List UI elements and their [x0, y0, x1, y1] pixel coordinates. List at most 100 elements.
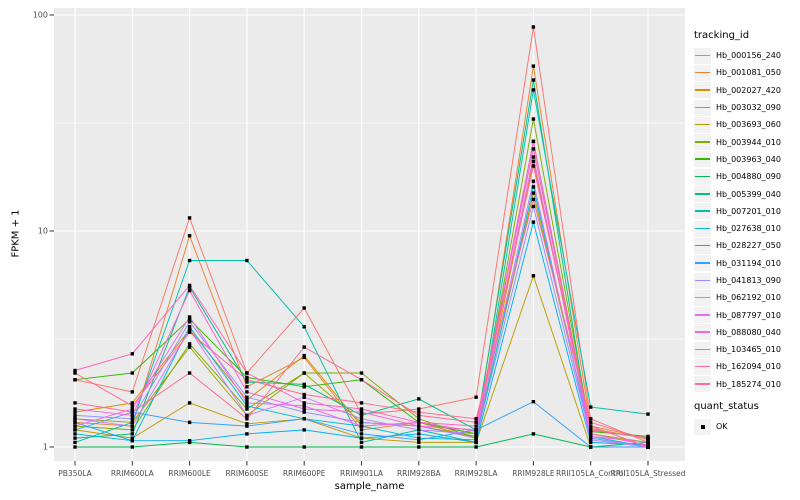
x-tick-label: RRII105LA_Control	[556, 469, 626, 478]
data-point	[474, 424, 478, 428]
legend-item: Hb_004880_090	[694, 168, 781, 185]
legend-item-label: Hb_103465_010	[716, 345, 781, 355]
legend-item-label: Hb_001081_050	[716, 68, 781, 78]
data-point	[359, 401, 364, 405]
x-tick-label: RRIM928LE	[512, 469, 555, 478]
data-point	[187, 258, 192, 263]
data-point	[531, 155, 536, 159]
data-point	[73, 401, 77, 405]
legend-key-swatch	[694, 358, 711, 375]
data-point	[359, 424, 364, 428]
legend-key-swatch	[694, 272, 711, 289]
data-point	[130, 424, 134, 428]
data-point	[417, 413, 421, 418]
data-point	[531, 432, 536, 436]
data-point	[646, 438, 650, 442]
data-point	[531, 197, 536, 202]
data-point	[245, 404, 249, 408]
legend-item: Hb_001081_050	[694, 64, 781, 81]
legend-item: Hb_005399_040	[694, 185, 781, 203]
legend-item: Hb_027638_010	[694, 220, 781, 237]
data-point	[474, 445, 478, 449]
legend-item-label: Hb_031194_010	[716, 258, 781, 268]
data-point	[245, 398, 249, 402]
quant-status-label: OK	[716, 422, 728, 432]
data-point	[589, 445, 593, 449]
data-point	[187, 216, 192, 220]
data-point	[130, 410, 134, 414]
data-point	[646, 440, 650, 445]
legend-key-swatch	[694, 47, 711, 64]
data-point	[359, 432, 364, 436]
legend-item-label: Hb_087797_010	[716, 310, 781, 320]
data-point	[646, 445, 650, 449]
data-point	[130, 407, 134, 411]
data-point	[359, 440, 364, 445]
legend-key-line	[695, 331, 710, 333]
quant-status-items: OK	[694, 418, 781, 435]
x-tick-label: RRIM600LA	[111, 469, 155, 478]
legend-key-line	[695, 210, 710, 212]
data-point	[187, 315, 192, 319]
data-point	[245, 417, 249, 421]
data-point	[73, 440, 77, 445]
legend-key-swatch	[694, 82, 711, 99]
legend-items: Hb_000156_240 Hb_001081_050 Hb_002027_420 H…	[694, 47, 781, 393]
data-point	[359, 407, 364, 411]
legend-key-line	[695, 365, 710, 368]
legend-key-swatch	[694, 220, 711, 237]
data-point	[245, 378, 249, 382]
legend-item-label: Hb_162094_010	[716, 362, 781, 372]
legend-key-line	[695, 348, 710, 351]
legend-key-line	[695, 193, 710, 195]
data-point	[302, 385, 306, 389]
data-point	[302, 404, 306, 408]
x-axis-title: sample_name	[334, 481, 405, 492]
data-point	[359, 378, 364, 382]
legend-item-label: Hb_028227_050	[716, 241, 781, 251]
legend-item-label: Hb_003944_010	[716, 137, 781, 147]
x-tick-label: RRIM901LA	[340, 469, 384, 478]
data-point	[302, 353, 306, 358]
data-point	[302, 407, 306, 411]
data-point	[130, 420, 134, 425]
legend-item: Hb_007201_010	[694, 203, 781, 220]
legend-item: Hb_103465_010	[694, 341, 781, 358]
legend-key-swatch	[694, 255, 711, 272]
data-point	[302, 355, 306, 360]
data-point	[359, 428, 364, 432]
legend-key-swatch	[694, 307, 711, 324]
legend-key-line	[695, 54, 710, 57]
legend-item: Hb_041813_090	[694, 272, 781, 289]
data-point	[73, 378, 77, 382]
data-point	[73, 368, 77, 373]
x-tick-label: RRII105LA_Stressed	[611, 469, 686, 478]
y-tick-label: 10	[38, 227, 48, 236]
data-point	[130, 371, 134, 375]
data-point	[245, 371, 249, 375]
data-point	[302, 417, 306, 421]
data-point	[245, 258, 249, 263]
legend-item-label: Hb_004880_090	[716, 172, 781, 182]
data-point	[417, 417, 421, 421]
legend-title-tracking-id: tracking_id	[694, 30, 750, 41]
data-point	[359, 436, 364, 440]
data-point	[130, 404, 134, 408]
data-point	[73, 445, 77, 449]
legend-key-swatch	[694, 237, 711, 254]
data-point	[417, 438, 421, 442]
data-point	[130, 432, 134, 436]
legend-item: Hb_003963_040	[694, 151, 781, 168]
data-point	[302, 428, 306, 432]
x-tick-label: RRIM600PE	[283, 469, 326, 478]
data-point	[417, 436, 421, 440]
data-point	[245, 413, 249, 418]
legend-panel: tracking_id Hb_000156_240 Hb_001081_050 Hb…	[694, 30, 781, 435]
legend-item: Hb_062192_010	[694, 289, 781, 306]
data-point	[73, 428, 77, 432]
quant-status-point-icon	[700, 424, 705, 429]
data-point	[130, 413, 134, 418]
data-point	[474, 395, 478, 399]
legend-item: Hb_028227_050	[694, 237, 781, 254]
